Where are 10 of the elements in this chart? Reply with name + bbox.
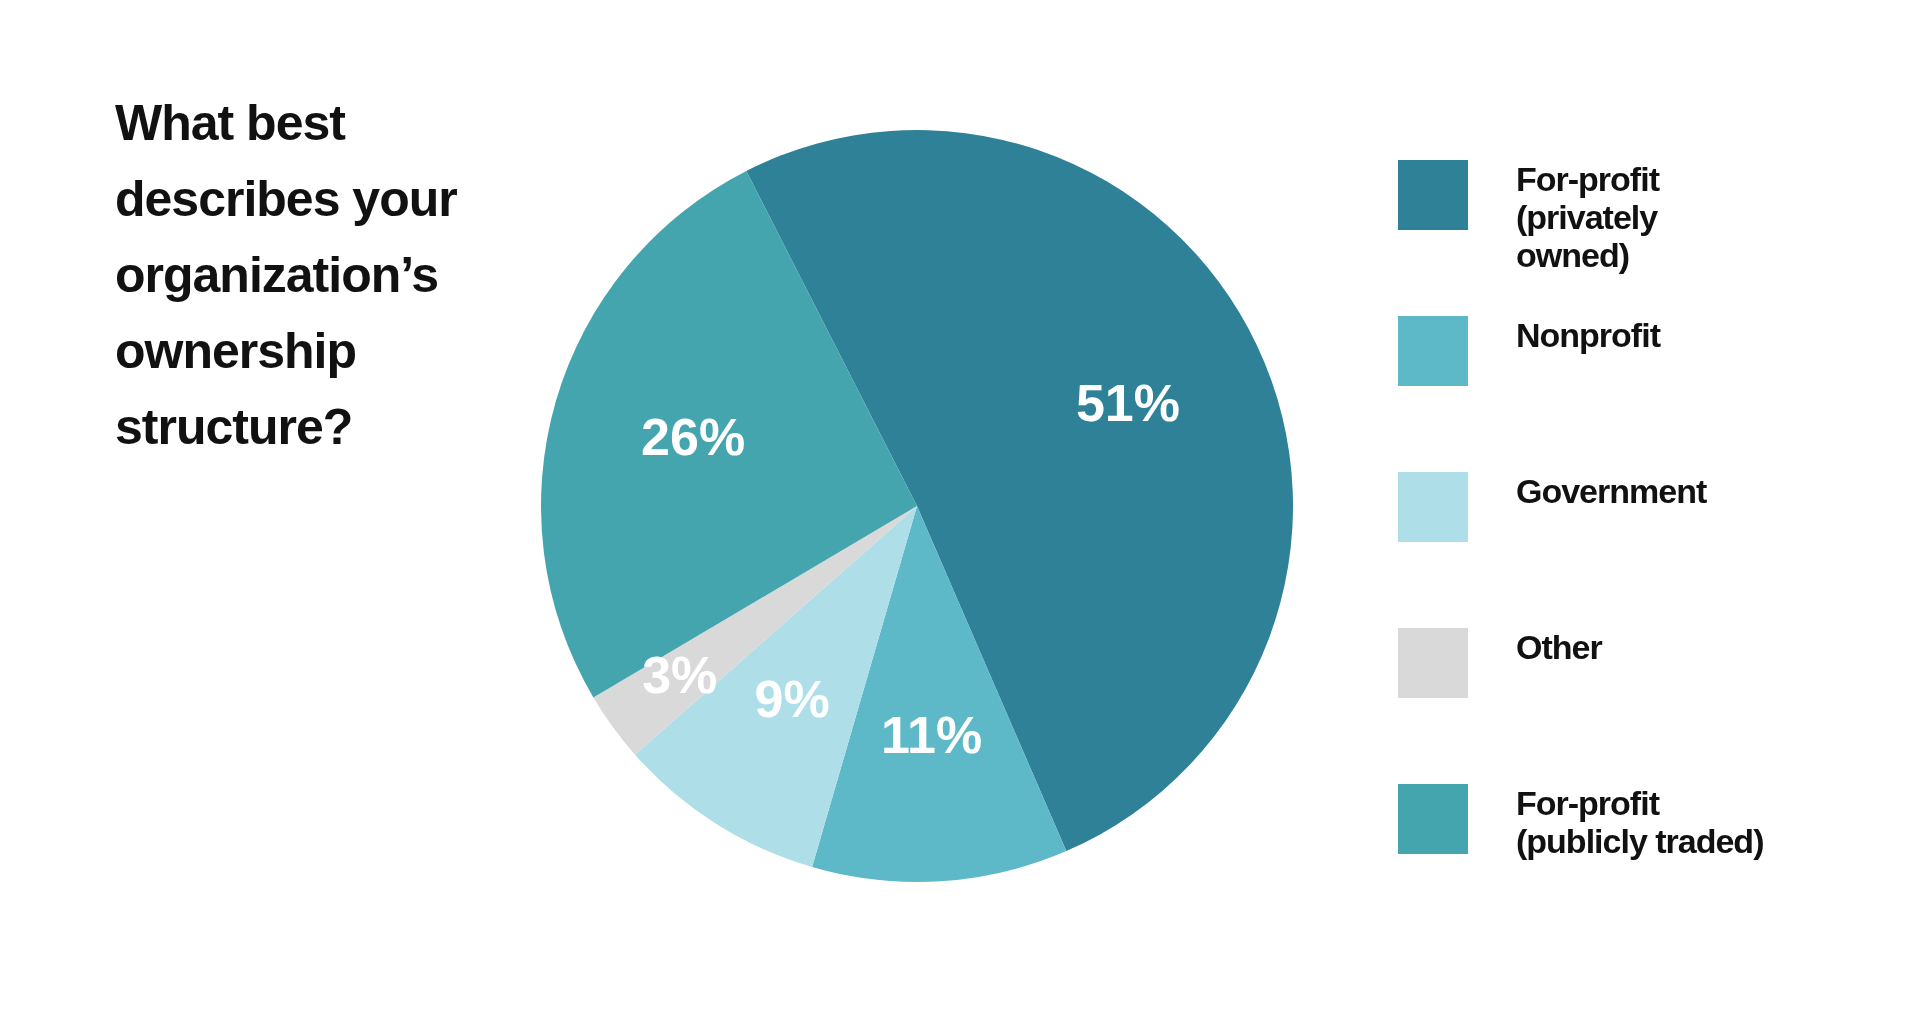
legend-label: Nonprofit [1516,316,1662,354]
legend-label: For-profit (privately owned) [1516,160,1661,274]
legend-label: Government [1516,472,1708,510]
data-label: 9% [754,670,830,729]
text: What best describes your organization’s ownership structure? [115,94,458,457]
data-label: 11% [881,706,983,764]
data-label: 26% [641,408,746,467]
legend-label: Other [1516,628,1604,666]
legend-label: For-profit (publicly traded) [1516,784,1765,860]
data-label: 51% [1075,374,1180,433]
